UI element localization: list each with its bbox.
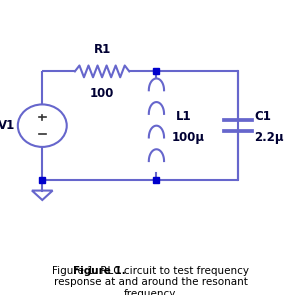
Text: 100: 100 [90,87,114,100]
Text: 2.2μ: 2.2μ [254,131,284,144]
Text: 100μ: 100μ [172,131,204,144]
Text: V1: V1 [0,119,16,132]
Text: R1: R1 [93,43,111,56]
Text: Figure 1. RLC circuit to test frequency
response at and around the resonant
freq: Figure 1. RLC circuit to test frequency … [53,266,249,295]
Text: Figure 1.: Figure 1. [73,266,126,276]
Text: L1: L1 [175,110,191,123]
Text: C1: C1 [254,110,271,123]
